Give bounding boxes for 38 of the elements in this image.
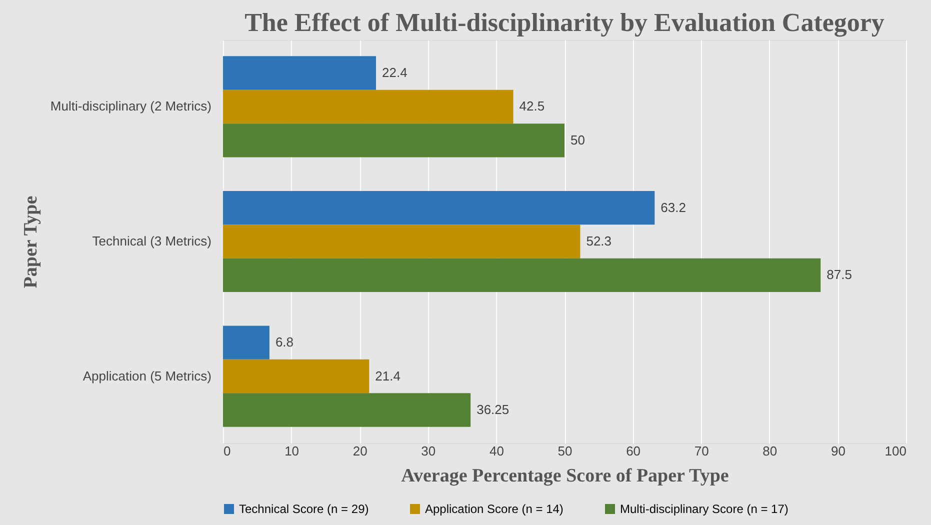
x-tick-label: 80	[762, 444, 778, 458]
data-label: 63.2	[660, 200, 686, 215]
bar	[223, 56, 376, 90]
x-tick-label: 40	[489, 444, 504, 458]
bar	[223, 258, 821, 292]
x-tick-label: 30	[421, 444, 436, 458]
data-label: 52.3	[586, 234, 612, 248]
data-label: 42.5	[519, 98, 545, 114]
y-axis-title: Paper Type	[20, 196, 42, 288]
x-tick-label: 10	[284, 444, 300, 458]
bar	[223, 359, 370, 394]
data-label: 36.25	[476, 402, 510, 417]
y-tick-label: Application (5 Metrics)	[82, 368, 212, 384]
legend-label: Multi-disciplinary Score (n = 17)	[620, 502, 788, 516]
legend-label: Application Score (n = 14)	[425, 502, 564, 516]
x-tick-label: 20	[352, 444, 368, 458]
bar	[223, 393, 471, 427]
x-axis-title: Average Percentage Score of Paper Type	[401, 466, 729, 486]
x-tick-label: 0	[224, 444, 231, 458]
x-tick-label: 50	[558, 444, 572, 458]
x-tick-label: 60	[626, 444, 641, 458]
data-label: 6.8	[275, 334, 294, 350]
chart-title: The Effect of Multi-disciplinarity by Evaluation Category	[244, 8, 884, 37]
bar	[223, 124, 564, 158]
bar	[223, 90, 514, 124]
x-tick-label: 70	[694, 444, 709, 458]
bar	[223, 190, 655, 225]
data-label: 87.5	[826, 267, 852, 282]
data-label: 50	[570, 132, 585, 148]
legend-label: Technical Score (n = 29)	[239, 502, 369, 516]
bar	[223, 326, 270, 360]
y-tick-label: Multi-disciplinary (2 Metrics)	[50, 98, 212, 114]
data-label: 22.4	[382, 65, 408, 80]
x-tick-label: 90	[830, 444, 846, 458]
x-tick-label: 100	[884, 444, 906, 458]
bar	[223, 224, 580, 258]
y-tick-label: Technical (3 Metrics)	[92, 234, 212, 248]
data-label: 21.4	[375, 368, 400, 384]
